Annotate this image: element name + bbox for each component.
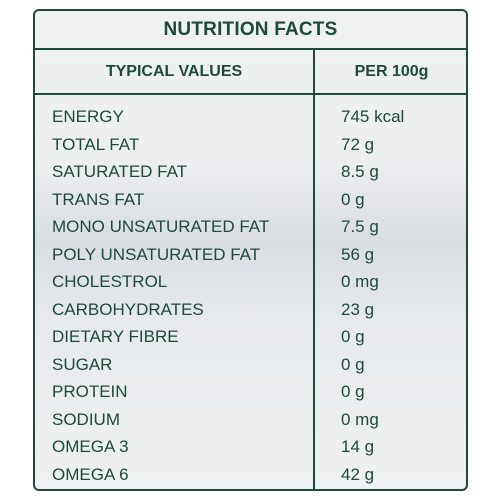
nutrient-name: TOTAL FAT: [52, 134, 140, 154]
nutrient-value: 0 g: [341, 382, 365, 401]
nutrient-value: 23 g: [341, 299, 375, 319]
nutrient-row-energy: ENERGY 745 kcal: [35, 103, 466, 131]
header-column-divider: [313, 50, 315, 93]
nutrient-value: 0 mg: [341, 272, 379, 291]
nutrient-name: POLY UNSATURATED FAT: [52, 244, 261, 264]
nutrient-value: 0 g: [341, 189, 365, 209]
nutrition-table-body: ENERGY 745 kcal TOTAL FAT 72 g SATURATED…: [35, 95, 466, 489]
body-column-divider: [313, 95, 315, 489]
nutrient-row-omega-3: OMEGA 3 14 g: [35, 433, 466, 461]
nutrient-name: CARBOHYDRATES: [52, 299, 204, 319]
nutrient-value: 56 g: [341, 244, 375, 264]
nutrient-value: 8.5 g: [341, 162, 379, 181]
nutrient-name: TRANS FAT: [52, 189, 145, 209]
nutrient-row-sugar: SUGAR 0 g: [35, 351, 466, 379]
nutrient-value: 7.5 g: [341, 217, 379, 236]
nutrient-name: SODIUM: [52, 409, 120, 429]
nutrient-value: 14 g: [341, 437, 375, 456]
nutrition-facts-panel: NUTRITION FACTS TYPICAL VALUES PER 100g …: [33, 9, 468, 491]
nutrient-row-mono-unsaturated-fat: MONO UNSATURATED FAT 7.5 g: [35, 213, 466, 241]
nutrient-value: 72 g: [341, 134, 375, 154]
nutrient-value: 745 kcal: [341, 107, 405, 126]
nutrient-value: 0 g: [341, 327, 365, 346]
title-row: NUTRITION FACTS: [35, 11, 466, 50]
per-100g-header: PER 100g: [354, 62, 429, 80]
typical-values-header: TYPICAL VALUES: [105, 62, 243, 80]
nutrient-name: CHOLESTROL: [52, 272, 168, 291]
nutrient-name: MONO UNSATURATED FAT: [52, 217, 270, 236]
table-header-row: TYPICAL VALUES PER 100g: [35, 50, 466, 95]
nutrient-name: OMEGA 6: [52, 464, 129, 484]
nutrient-value: 0 mg: [341, 409, 379, 429]
nutrient-rows: ENERGY 745 kcal TOTAL FAT 72 g SATURATED…: [35, 103, 466, 488]
nutrient-row-saturated-fat: SATURATED FAT 8.5 g: [35, 158, 466, 186]
nutrient-name: ENERGY: [52, 107, 124, 126]
nutrient-name: PROTEIN: [52, 382, 128, 401]
nutrient-row-poly-unsaturated-fat: POLY UNSATURATED FAT 56 g: [35, 241, 466, 269]
nutrient-row-protein: PROTEIN 0 g: [35, 378, 466, 406]
nutrient-row-cholestrol: CHOLESTROL 0 mg: [35, 268, 466, 296]
nutrient-row-trans-fat: TRANS FAT 0 g: [35, 186, 466, 214]
nutrient-row-total-fat: TOTAL FAT 72 g: [35, 131, 466, 159]
nutrient-row-carbohydrates: CARBOHYDRATES 23 g: [35, 296, 466, 324]
nutrition-facts-title: NUTRITION FACTS: [163, 18, 338, 40]
nutrient-name: OMEGA 3: [52, 437, 129, 456]
nutrient-row-omega-6: OMEGA 6 42 g: [35, 461, 466, 489]
nutrient-name: SATURATED FAT: [52, 162, 188, 181]
nutrient-row-sodium: SODIUM 0 mg: [35, 406, 466, 434]
nutrient-name: SUGAR: [52, 354, 113, 374]
nutrient-row-dietary-fibre: DIETARY FIBRE 0 g: [35, 323, 466, 351]
nutrient-value: 42 g: [341, 464, 375, 484]
nutrient-name: DIETARY FIBRE: [52, 327, 179, 346]
nutrient-value: 0 g: [341, 354, 365, 374]
